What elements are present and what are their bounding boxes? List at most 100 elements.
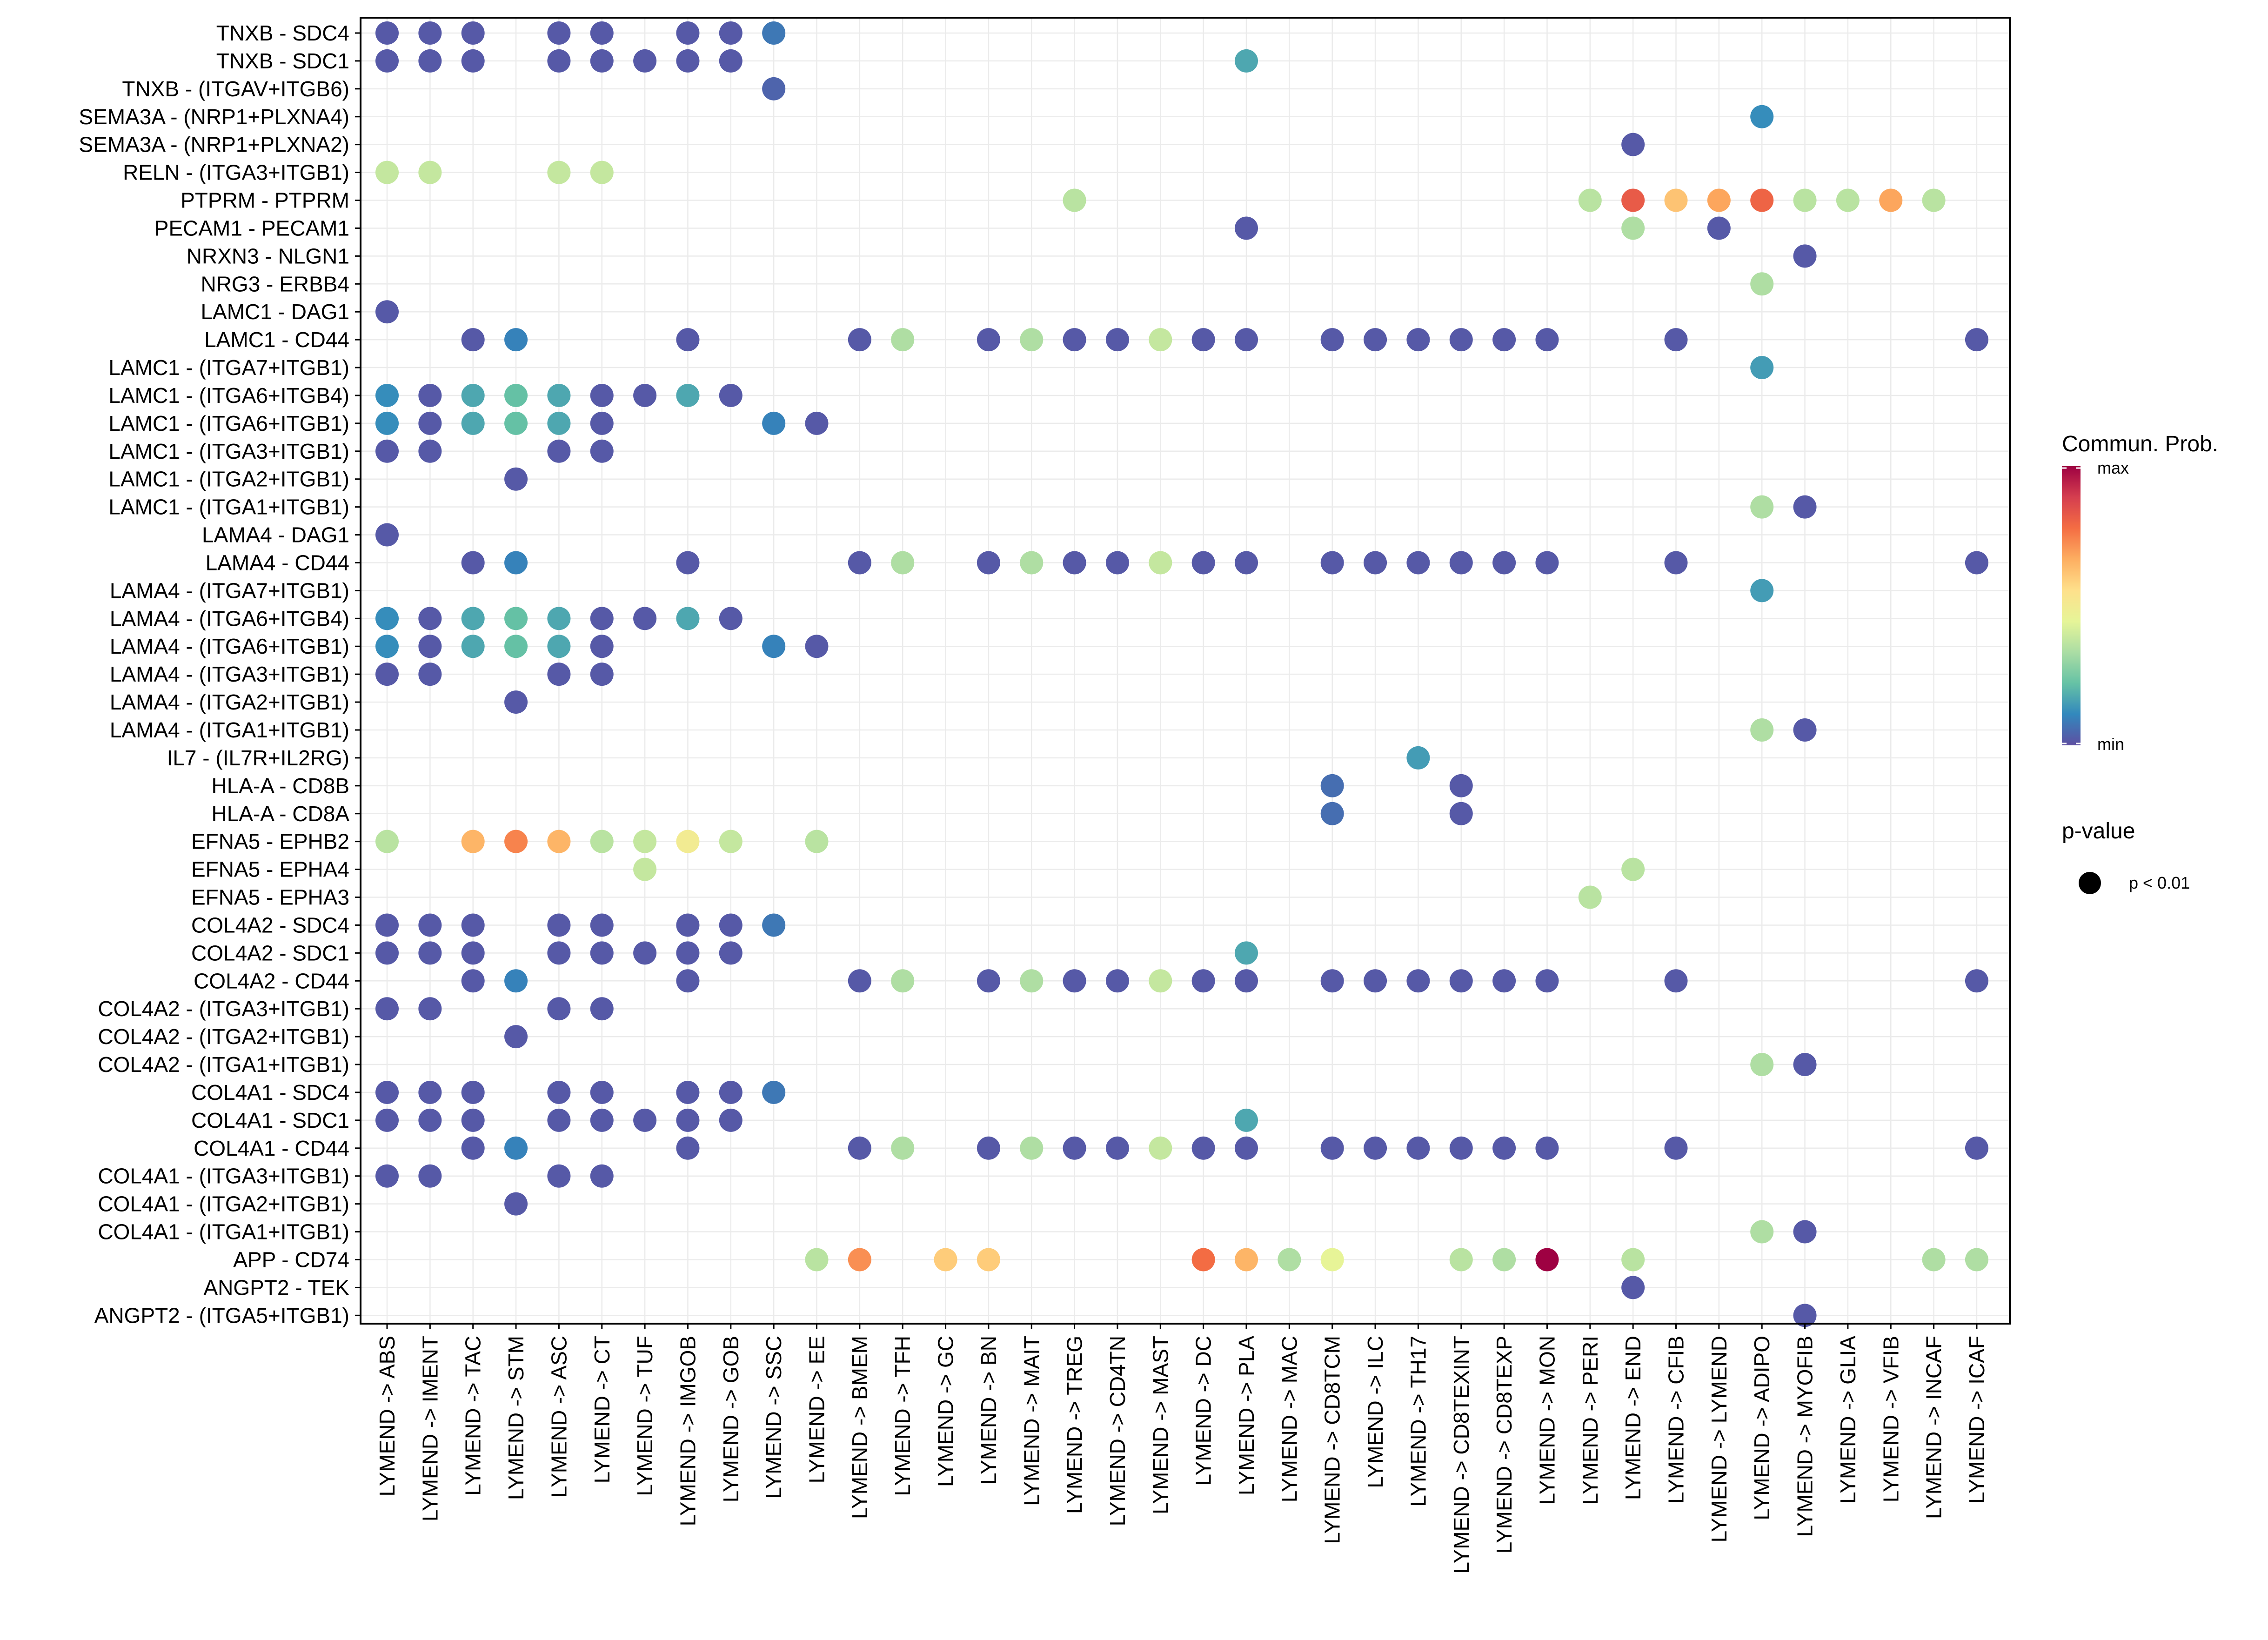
data-point: [719, 1108, 743, 1132]
y-tick-label: COL4A1 - SDC4: [191, 1080, 349, 1104]
data-point: [1965, 1136, 1988, 1160]
data-point: [977, 1136, 1000, 1160]
data-point: [375, 300, 399, 324]
data-point: [504, 383, 528, 407]
data-point: [1191, 969, 1215, 993]
y-tick-label: LAMC1 - (ITGA2+ITGB1): [108, 467, 349, 491]
data-point: [762, 411, 786, 435]
data-point: [762, 21, 786, 45]
data-point: [1449, 774, 1473, 797]
y-tick-label: ANGPT2 - TEK: [203, 1275, 349, 1299]
x-tick-label: LYMEND -> CD8TEXP: [1492, 1336, 1516, 1553]
data-point: [805, 411, 829, 435]
data-point: [1320, 1248, 1344, 1272]
data-point: [461, 969, 485, 993]
data-point: [1320, 802, 1344, 825]
data-point: [504, 467, 528, 491]
data-point: [1664, 969, 1688, 993]
x-tick-label: LYMEND -> MYOFIB: [1793, 1336, 1817, 1537]
data-point: [418, 997, 442, 1021]
data-point: [676, 941, 700, 965]
data-point: [418, 49, 442, 73]
y-tick-label: PECAM1 - PECAM1: [154, 216, 349, 240]
y-tick-label: COL4A2 - (ITGA2+ITGB1): [98, 1024, 349, 1049]
data-point: [1191, 1136, 1215, 1160]
data-point: [590, 663, 614, 686]
data-point: [1449, 1136, 1473, 1160]
data-point: [719, 913, 743, 937]
data-point: [1191, 1248, 1215, 1272]
data-point: [375, 523, 399, 547]
data-point: [375, 941, 399, 965]
x-tick-label: LYMEND -> CFIB: [1664, 1336, 1688, 1504]
data-point: [1020, 969, 1044, 993]
y-tick-label: LAMA4 - DAG1: [202, 523, 349, 547]
data-point: [547, 635, 571, 658]
data-point: [977, 328, 1000, 352]
data-point: [676, 383, 700, 407]
data-point: [461, 941, 485, 965]
data-point: [1149, 328, 1172, 352]
data-point: [676, 21, 700, 45]
data-point: [1793, 718, 1817, 742]
x-tick-label: LYMEND -> TUF: [633, 1336, 657, 1496]
data-point: [1793, 495, 1817, 519]
data-point: [977, 1248, 1000, 1272]
x-tick-label: LYMEND -> TREG: [1063, 1336, 1087, 1514]
data-point: [848, 551, 871, 575]
x-tick-label: LYMEND -> CT: [590, 1336, 614, 1483]
x-tick-label: LYMEND -> GOB: [719, 1336, 743, 1502]
y-tick-label: LAMC1 - (ITGA3+ITGB1): [108, 439, 349, 463]
data-point: [1750, 356, 1774, 380]
data-point: [418, 1108, 442, 1132]
data-point: [504, 1192, 528, 1216]
data-point: [1664, 1136, 1688, 1160]
data-point: [1836, 188, 1860, 212]
data-point: [547, 383, 571, 407]
y-tick-label: RELN - (ITGA3+ITGB1): [123, 161, 349, 185]
data-point: [547, 913, 571, 937]
data-point: [719, 21, 743, 45]
data-point: [461, 21, 485, 45]
data-point: [934, 1248, 957, 1272]
y-tick-label: EFNA5 - EPHA4: [191, 857, 349, 882]
data-point: [461, 1080, 485, 1104]
data-point: [676, 607, 700, 630]
legend-size-title: p-value: [2062, 819, 2135, 843]
data-point: [547, 997, 571, 1021]
data-point: [418, 1080, 442, 1104]
y-tick-label: LAMA4 - (ITGA1+ITGB1): [110, 718, 349, 742]
data-point: [590, 1108, 614, 1132]
data-point: [375, 383, 399, 407]
data-point: [461, 383, 485, 407]
y-tick-label: COL4A2 - CD44: [194, 969, 349, 993]
x-tick-label: LYMEND -> CD8TCM: [1320, 1336, 1345, 1544]
data-point: [418, 607, 442, 630]
x-tick-label: LYMEND -> ICAF: [1965, 1336, 1989, 1504]
data-point: [1621, 857, 1645, 881]
x-tick-label: LYMEND -> ADIPO: [1750, 1336, 1774, 1520]
x-tick-label: LYMEND -> MON: [1535, 1336, 1559, 1505]
y-tick-label: LAMC1 - (ITGA6+ITGB4): [108, 383, 349, 408]
data-point: [547, 1080, 571, 1104]
x-tick-label: LYMEND -> ILC: [1363, 1336, 1387, 1488]
y-tick-label: NRXN3 - NLGN1: [187, 244, 349, 268]
data-point: [547, 21, 571, 45]
data-point: [461, 830, 485, 853]
y-tick-label: IL7 - (IL7R+IL2RG): [167, 746, 349, 770]
data-point: [1063, 551, 1086, 575]
data-point: [547, 607, 571, 630]
data-point: [547, 1108, 571, 1132]
y-tick-label: LAMA4 - (ITGA7+ITGB1): [110, 578, 349, 602]
x-tick-label: LYMEND -> TH17: [1406, 1336, 1430, 1507]
data-point: [418, 635, 442, 658]
y-tick-label: LAMA4 - CD44: [206, 550, 349, 575]
data-point: [1406, 551, 1430, 575]
x-tick-label: LYMEND -> BMEM: [848, 1336, 872, 1519]
y-tick-label: LAMA4 - (ITGA2+ITGB1): [110, 690, 349, 714]
data-point: [1621, 188, 1645, 212]
data-point: [1664, 551, 1688, 575]
data-point: [1879, 188, 1903, 212]
x-tick-label: LYMEND -> EE: [805, 1336, 829, 1483]
data-point: [633, 383, 657, 407]
